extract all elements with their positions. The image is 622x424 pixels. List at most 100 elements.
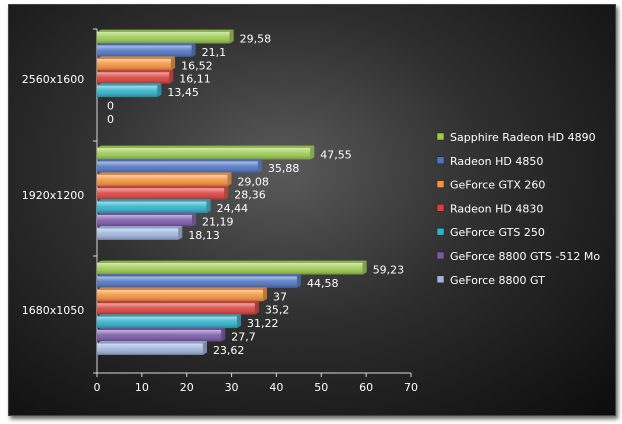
bar-top [97, 212, 197, 215]
legend-item: Sapphire Radeon HD 4890 [436, 131, 596, 144]
bar-side [310, 145, 315, 160]
bar-side [191, 43, 196, 57]
data-label: 35,88 [268, 162, 300, 175]
bar-side [224, 185, 229, 200]
bar-shine [97, 161, 258, 173]
legend-label: GeForce 8800 GTS -512 Mo [450, 250, 600, 263]
bar [97, 199, 211, 214]
legend-item: Radeon HD 4850 [436, 155, 543, 168]
legend-item: Radeon HD 4830 [436, 202, 543, 215]
bar-shine [97, 85, 158, 98]
data-label: 24,44 [217, 202, 249, 215]
bar-shine [97, 215, 193, 227]
data-label: 0 [107, 113, 114, 126]
x-tick-label: 10 [135, 381, 149, 394]
bar-shine [97, 45, 192, 57]
bar [97, 287, 267, 302]
legend-swatch [436, 275, 445, 284]
bar [97, 145, 315, 160]
bar-side [178, 226, 183, 240]
legend-swatch [436, 227, 445, 236]
bar [97, 341, 207, 355]
legend-swatch [436, 204, 445, 212]
bar-shine [97, 58, 172, 71]
bar [97, 172, 232, 187]
bar-top [97, 172, 232, 175]
legend-swatch [436, 156, 445, 165]
legend-item: GeForce GTX 260 [436, 179, 545, 192]
bar-side [157, 83, 162, 98]
category-label: 1680x1050 [22, 304, 85, 317]
bar-chart: 0 10 20 30 40 50 60 70 2560x160029,5821,116,521… [22, 28, 600, 394]
bar-shine [97, 303, 255, 315]
x-tick-label: 40 [269, 381, 283, 394]
x-tick-label: 20 [180, 381, 194, 394]
bar-top [97, 327, 226, 330]
x-tick-label: 50 [314, 381, 328, 394]
bar-side [227, 172, 232, 187]
bar-shine [97, 330, 222, 342]
legend-label: Radeon HD 4850 [450, 155, 543, 168]
data-label: 29,08 [237, 175, 269, 188]
data-label: 13,45 [167, 86, 199, 99]
bar-shine [97, 188, 225, 200]
bar-side [254, 300, 259, 315]
x-tick-label: 70 [404, 381, 418, 394]
bar [97, 29, 234, 44]
data-label: 21,1 [202, 46, 227, 59]
data-label: 29,58 [240, 33, 272, 46]
axes: 0 10 20 30 40 50 60 70 [93, 28, 418, 394]
bar-top [97, 69, 174, 73]
bar-shine [97, 32, 230, 44]
bar-top [97, 314, 242, 317]
legend-label: GeForce GTX 260 [450, 179, 545, 192]
bar [97, 226, 183, 240]
bar-top [97, 29, 234, 32]
legend-item: GeForce 8800 GT [436, 274, 545, 287]
data-label: 37 [273, 290, 287, 303]
category-label: 1920x1200 [22, 189, 85, 202]
bar-shine [97, 263, 363, 275]
bar-side [229, 29, 234, 44]
bar-top [97, 159, 262, 162]
legend-item: GeForce 8800 GTS -512 Mo [436, 250, 600, 263]
legend-swatch [436, 132, 445, 141]
bar-shine [97, 201, 207, 214]
bar-shine [97, 316, 238, 329]
legend-swatch [436, 251, 445, 260]
bar [97, 56, 176, 71]
bar [97, 300, 259, 315]
category-label: 2560x1600 [22, 73, 85, 86]
legend: Sapphire Radeon HD 4890 Radeon HD 4850 GeF… [436, 131, 600, 287]
data-label: 31,22 [247, 317, 279, 330]
bar-top [97, 185, 229, 189]
bar-shine [97, 72, 170, 84]
data-label: 21,19 [202, 216, 234, 229]
bar-side [237, 314, 242, 329]
bar-top [97, 287, 267, 290]
bar-side [202, 341, 207, 355]
data-label: 23,62 [213, 344, 245, 357]
bar [97, 274, 301, 288]
x-tick-label: 0 [94, 381, 101, 394]
legend-swatch [436, 180, 445, 188]
bar-top [97, 226, 183, 229]
bar-side [206, 199, 211, 214]
data-label: 16,52 [181, 59, 213, 72]
bar-shine [97, 289, 263, 302]
legend-item: GeForce GTS 250 [436, 226, 545, 239]
bar [97, 159, 262, 173]
bar-side [257, 159, 262, 173]
bar-shine [97, 228, 179, 240]
bar-side [171, 56, 176, 71]
bar-top [97, 56, 176, 59]
bar-side [362, 260, 367, 275]
bar-side [221, 327, 226, 342]
bar [97, 212, 197, 227]
bar-side [262, 287, 267, 302]
bar-side [169, 69, 174, 84]
data-label: 44,58 [307, 277, 339, 290]
legend-label: Sapphire Radeon HD 4890 [450, 131, 596, 144]
data-label: 16,11 [179, 73, 211, 86]
data-label: 59,23 [373, 264, 405, 277]
